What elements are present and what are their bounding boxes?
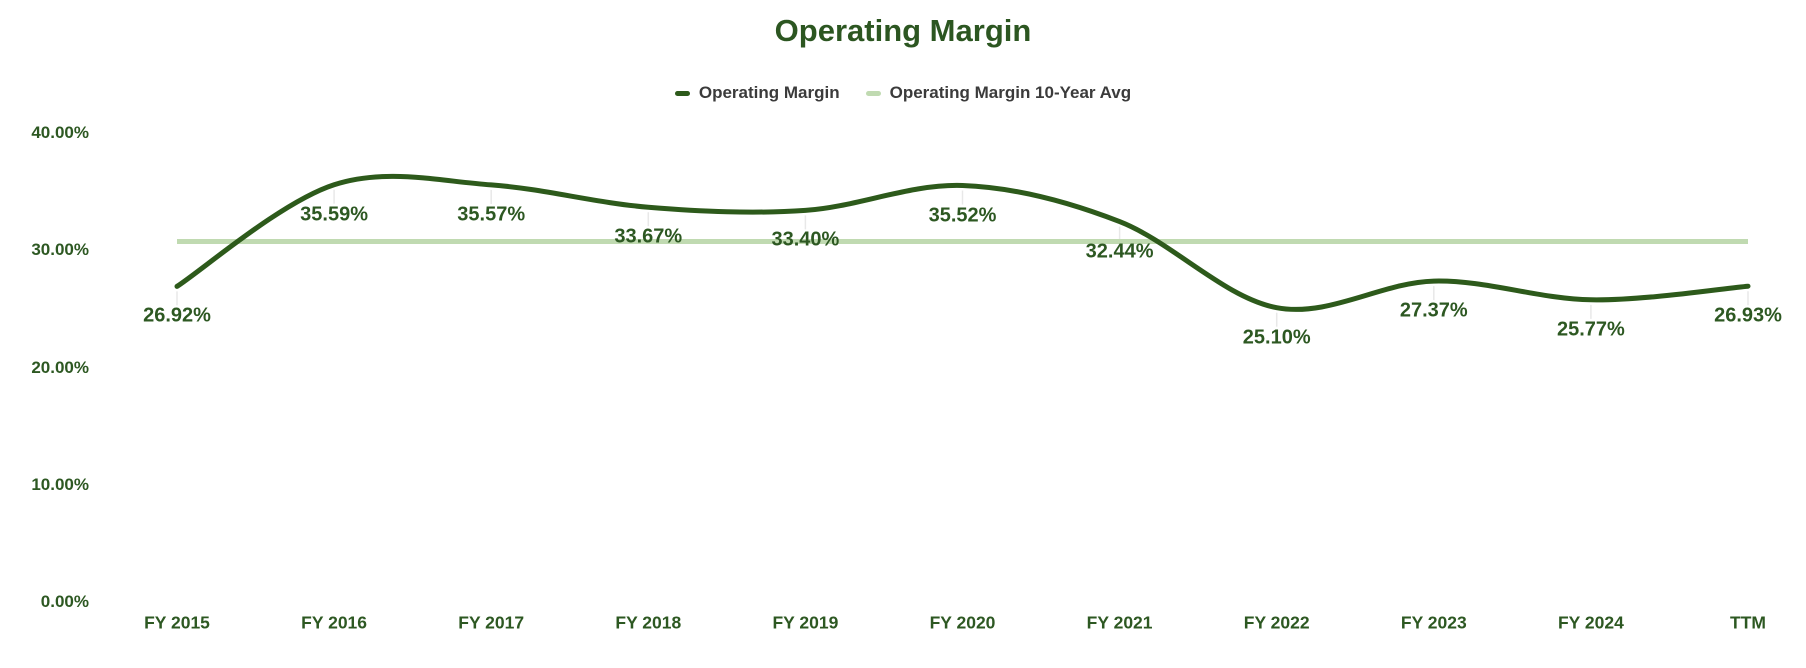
data-point-label: 25.77%: [1556, 318, 1625, 341]
data-point-label: 33.40%: [771, 228, 840, 251]
legend-label: Operating Margin 10-Year Avg: [889, 83, 1132, 102]
y-axis-tick-label: 0.00%: [40, 592, 89, 611]
chart-legend: Operating Margin Operating Margin 10-Yea…: [0, 83, 1806, 103]
x-axis-tick-label: TTM: [1730, 612, 1766, 633]
data-point-label: 33.67%: [614, 225, 683, 248]
x-axis-tick-label: FY 2023: [1400, 612, 1467, 633]
x-axis-tick-label: FY 2018: [615, 612, 682, 633]
chart-title: Operating Margin: [774, 13, 1032, 48]
x-axis-tick-label: FY 2015: [144, 612, 210, 633]
ten-year-avg-swatch-icon: [865, 90, 881, 96]
operating-margin-line: [174, 173, 1751, 312]
data-point-label: 25.10%: [1242, 326, 1311, 349]
y-axis-tick-label: 30.00%: [31, 240, 89, 260]
legend-label: Operating Margin: [698, 83, 840, 102]
data-point-label: 26.93%: [1714, 304, 1782, 327]
x-axis-tick-label: FY 2022: [1243, 612, 1310, 633]
y-axis-tick-label: 20.00%: [31, 357, 89, 377]
x-axis-tick-label: FY 2020: [929, 612, 996, 633]
x-axis-tick-label: FY 2019: [772, 612, 839, 633]
y-axis-tick-label: 10.00%: [31, 474, 89, 494]
legend-item-operating-margin: Operating Margin: [674, 83, 840, 103]
data-point-label: 35.57%: [457, 203, 526, 226]
y-axis-tick-label: 40.00%: [31, 123, 89, 142]
x-axis-tick-label: FY 2021: [1086, 612, 1153, 633]
data-point-label: 26.92%: [143, 304, 211, 327]
data-point-label: 27.37%: [1399, 299, 1468, 322]
legend-item-10-year-avg: Operating Margin 10-Year Avg: [865, 83, 1132, 103]
operating-margin-swatch-icon: [674, 90, 690, 96]
data-point-label: 32.44%: [1085, 240, 1154, 263]
x-axis-tick-label: FY 2016: [301, 612, 368, 633]
data-point-label: 35.52%: [928, 204, 997, 227]
x-axis-tick-label: FY 2017: [458, 612, 525, 633]
x-axis-tick-label: FY 2024: [1557, 612, 1624, 633]
data-point-label: 35.59%: [300, 203, 369, 226]
